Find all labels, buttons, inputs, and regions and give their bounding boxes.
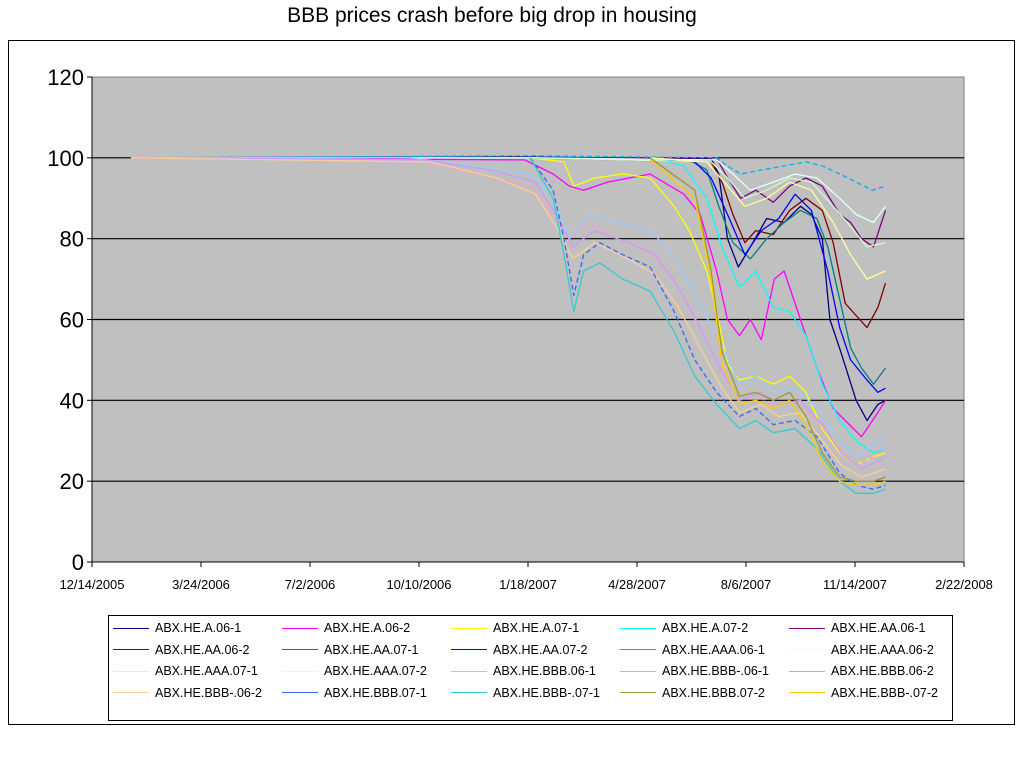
series-line xyxy=(131,157,886,470)
legend-item: ABX.HE.AA.07-2 xyxy=(451,641,588,659)
legend-item: ABX.HE.BBB.06-1 xyxy=(451,662,596,680)
chart-legend: ABX.HE.A.06-1 ABX.HE.A.06-2 ABX.HE.A.07-1 A… xyxy=(108,615,953,721)
legend-item: ABX.HE.BBB.06-2 xyxy=(789,662,934,680)
series-line xyxy=(131,157,886,466)
legend-label: ABX.HE.BBB-.07-1 xyxy=(493,685,600,700)
legend-swatch xyxy=(789,670,825,672)
series-line xyxy=(650,157,886,393)
x-tick-label: 7/2/2006 xyxy=(285,577,336,592)
legend-label: ABX.HE.A.06-2 xyxy=(324,621,411,635)
series-line xyxy=(530,157,886,248)
legend-label: ABX.HE.AA.07-2 xyxy=(493,642,588,657)
legend-swatch xyxy=(451,670,487,672)
series-line xyxy=(529,157,886,490)
legend-swatch xyxy=(789,627,825,629)
legend-label: ABX.HE.AAA.07-1 xyxy=(155,664,258,678)
legend-item: ABX.HE.A.07-2 xyxy=(620,619,748,637)
legend-label: ABX.HE.AA.06-1 xyxy=(831,621,926,635)
legend-label: ABX.HE.AA.07-1 xyxy=(324,642,419,657)
legend-label: ABX.HE.A.07-1 xyxy=(493,621,580,635)
y-tick-label: 100 xyxy=(47,146,84,171)
legend-item: ABX.HE.AA.06-2 xyxy=(113,641,250,659)
x-tick-label: 3/24/2006 xyxy=(172,577,230,592)
series-line xyxy=(530,157,887,385)
legend-item: ABX.HE.A.06-2 xyxy=(282,619,410,637)
chart-plot: 0 20 40 60 80 100 120 12/14/2005 3/24/2006 7/2/20… xyxy=(47,65,993,592)
x-tick-label: 11/14/2007 xyxy=(823,577,887,592)
legend-swatch xyxy=(789,692,825,693)
legend-item: ABX.HE.AAA.06-2 xyxy=(789,641,934,659)
legend-label: ABX.HE.BBB-.06-1 xyxy=(662,664,769,678)
series-line xyxy=(131,156,886,422)
legend-swatch xyxy=(113,670,149,672)
series-line xyxy=(649,159,886,486)
legend-swatch xyxy=(282,692,318,693)
legend-label: ABX.HE.AAA.07-2 xyxy=(324,664,427,678)
x-tick-label: 10/10/2006 xyxy=(386,577,451,592)
legend-label: ABX.HE.AA.06-2 xyxy=(155,642,250,657)
legend-item: ABX.HE.AAA.07-2 xyxy=(282,662,427,680)
legend-swatch xyxy=(789,649,825,650)
series-line xyxy=(131,155,886,191)
series-line xyxy=(649,157,886,454)
y-tick-label: 0 xyxy=(72,550,84,575)
series-line xyxy=(649,157,886,482)
legend-label: ABX.HE.A.06-1 xyxy=(155,621,242,635)
legend-item: ABX.HE.BBB.07-1 xyxy=(282,684,427,702)
legend-item: ABX.HE.BBB-.07-1 xyxy=(451,684,600,702)
legend-item: ABX.HE.BBB-.07-2 xyxy=(789,684,938,702)
legend-swatch xyxy=(451,627,487,629)
legend-swatch xyxy=(113,627,149,629)
legend-swatch xyxy=(620,692,656,693)
legend-swatch xyxy=(620,627,656,629)
legend-swatch xyxy=(620,670,656,672)
x-tick-label: 12/14/2005 xyxy=(59,577,124,592)
series-line xyxy=(650,157,886,280)
legend-label: ABX.HE.AAA.06-1 xyxy=(662,642,765,657)
x-tick-label: 1/18/2007 xyxy=(499,577,557,592)
series-line xyxy=(530,157,886,466)
legend-label: ABX.HE.BBB.06-2 xyxy=(831,664,934,678)
legend-label: ABX.HE.A.07-2 xyxy=(662,621,749,635)
series-line xyxy=(131,157,887,224)
legend-swatch xyxy=(282,627,318,629)
series-line xyxy=(131,157,886,478)
legend-item: ABX.HE.BBB.07-2 xyxy=(620,684,765,702)
legend-item: ABX.HE.AAA.07-1 xyxy=(113,662,258,680)
legend-swatch xyxy=(113,649,149,650)
legend-label: ABX.HE.BBB.07-1 xyxy=(324,685,427,700)
legend-swatch xyxy=(282,670,318,672)
y-tick-label: 60 xyxy=(60,308,84,333)
legend-item: ABX.HE.AA.07-1 xyxy=(282,641,419,659)
series-line xyxy=(131,157,887,438)
legend-label: ABX.HE.BBB-.07-2 xyxy=(831,685,938,700)
chart-frame xyxy=(8,40,1015,725)
legend-label: ABX.HE.BBB.06-1 xyxy=(493,664,596,678)
legend-item: ABX.HE.AAA.06-1 xyxy=(620,641,765,659)
legend-swatch xyxy=(113,692,149,693)
legend-item: ABX.HE.A.06-1 xyxy=(113,619,241,637)
x-tick-label: 8/6/2007 xyxy=(721,577,772,592)
y-tick-label: 20 xyxy=(60,469,84,494)
y-tick-label: 40 xyxy=(60,388,84,413)
x-tick-label: 4/28/2007 xyxy=(608,577,666,592)
legend-label: ABX.HE.AAA.06-2 xyxy=(831,642,934,657)
x-tick-label: 2/22/2008 xyxy=(935,577,993,592)
legend-swatch xyxy=(620,649,656,650)
legend-item: ABX.HE.A.07-1 xyxy=(451,619,579,637)
legend-swatch xyxy=(282,649,318,650)
legend-item: ABX.HE.BBB-.06-1 xyxy=(620,662,769,680)
legend-label: ABX.HE.BBB.07-2 xyxy=(662,685,765,700)
legend-item: ABX.HE.AA.06-1 xyxy=(789,619,926,637)
legend-swatch xyxy=(451,692,487,693)
legend-item: ABX.HE.BBB-.06-2 xyxy=(113,684,262,702)
series-line xyxy=(131,157,886,458)
legend-label: ABX.HE.BBB-.06-2 xyxy=(155,685,262,700)
legend-swatch xyxy=(451,649,487,650)
y-tick-label: 80 xyxy=(60,227,84,252)
y-tick-label: 120 xyxy=(47,65,84,90)
chart-title: BBB prices crash before big drop in hous… xyxy=(287,4,697,27)
